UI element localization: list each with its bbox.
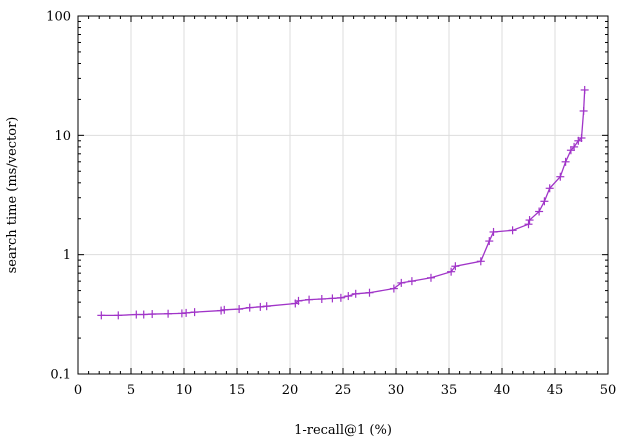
- x-tick-label: 50: [600, 383, 617, 398]
- x-tick-label: 40: [494, 383, 511, 398]
- x-tick-label: 25: [335, 383, 352, 398]
- data-point: [139, 310, 148, 319]
- data-point: [148, 310, 157, 319]
- data-point: [190, 308, 199, 317]
- data-point: [245, 303, 254, 312]
- x-tick-label: 5: [127, 383, 135, 398]
- data-point: [535, 207, 544, 216]
- data-point: [556, 172, 565, 181]
- data-point: [485, 237, 494, 246]
- x-tick-label: 10: [176, 383, 193, 398]
- y-tick-label: 100: [46, 10, 71, 25]
- data-point: [256, 302, 265, 311]
- data-point: [508, 226, 517, 235]
- y-tick-label: 1: [63, 248, 71, 263]
- data-point: [447, 267, 456, 276]
- grid: [78, 16, 608, 374]
- data-point: [579, 106, 588, 115]
- series-layer: [97, 85, 589, 320]
- data-point: [317, 295, 326, 304]
- data-point: [570, 142, 579, 151]
- data-point: [164, 309, 173, 318]
- data-point: [182, 308, 191, 317]
- y-tick-label: 0.1: [50, 368, 71, 383]
- data-point: [294, 296, 303, 305]
- data-point: [407, 277, 416, 286]
- data-point: [561, 157, 570, 166]
- data-point: [305, 295, 314, 304]
- x-tick-label: 0: [74, 383, 82, 398]
- data-point: [426, 273, 435, 282]
- data-point: [545, 184, 554, 193]
- data-point: [524, 220, 533, 229]
- data-point: [344, 292, 353, 301]
- data-point: [525, 216, 534, 225]
- data-point: [397, 278, 406, 287]
- y-axis-label: search time (ms/vector): [5, 117, 20, 274]
- x-axis-label: 1-recall@1 (%): [294, 423, 392, 438]
- x-tick-label: 45: [547, 383, 564, 398]
- data-point: [540, 197, 549, 206]
- data-point: [351, 289, 360, 298]
- x-tick-label: 15: [229, 383, 246, 398]
- axis-ticks: 0 5 10 15 20 25 30 35 40 45 50 0.1 1 10 100: [46, 10, 616, 399]
- y-tick-label: 10: [54, 129, 71, 144]
- data-point: [365, 288, 374, 297]
- x-tick-label: 30: [388, 383, 405, 398]
- data-point: [336, 293, 345, 302]
- data-point: [451, 262, 460, 271]
- data-point: [328, 294, 337, 303]
- data-point: [262, 302, 271, 311]
- data-point: [114, 311, 123, 320]
- data-point: [489, 227, 498, 236]
- data-point: [580, 85, 589, 94]
- data-point: [220, 305, 229, 314]
- x-tick-label: 35: [441, 383, 458, 398]
- data-point: [235, 305, 244, 314]
- data-point: [132, 310, 141, 319]
- data-point: [389, 284, 398, 293]
- data-point: [577, 133, 586, 142]
- data-point: [476, 257, 485, 266]
- x-tick-label: 20: [282, 383, 299, 398]
- data-point: [97, 311, 106, 320]
